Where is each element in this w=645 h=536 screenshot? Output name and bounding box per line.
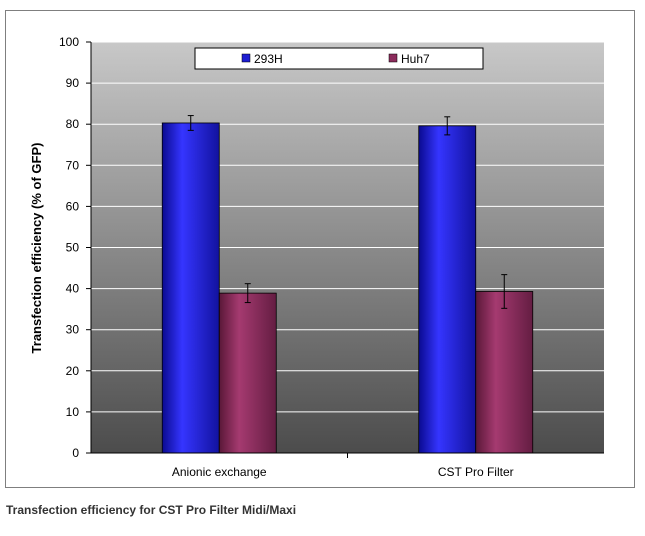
y-tick-label: 80 [66,117,80,131]
bar-chart: 0 10 20 30 40 50 60 70 80 90 100 Anionic exchange C… [29,35,604,479]
bars [161,122,534,454]
y-tick-label: 50 [66,241,80,255]
y-tick-label: 10 [66,405,80,419]
y-tick-label: 60 [66,199,80,213]
category-label: Anionic exchange [172,465,267,479]
y-tick-label: 20 [66,364,80,378]
legend-swatch-293h [241,53,251,63]
y-tick-label: 100 [59,35,79,49]
bar-293h-1 [418,125,477,454]
y-tick-label: 90 [66,76,80,90]
bar-huh7-0 [218,292,277,454]
legend-label-huh7: Huh7 [401,52,430,66]
y-tick-label: 30 [66,323,80,337]
category-label: CST Pro Filter [438,465,514,479]
y-axis-label: Transfection efficiency (% of GFP) [29,143,44,354]
y-tick-label: 70 [66,158,80,172]
y-tick-labels: 0 10 20 30 40 50 60 70 80 90 100 [59,35,79,460]
legend-swatch-huh7 [388,53,398,63]
y-tick-label: 0 [72,446,79,460]
category-labels: Anionic exchange CST Pro Filter [172,453,514,479]
figure-caption: Transfection efficiency for CST Pro Filt… [6,503,297,517]
legend-label-293h: 293H [254,52,283,66]
bar-huh7-1 [475,291,534,454]
error-bars [187,115,508,309]
bar-293h-0 [161,122,220,454]
legend: 293H Huh7 [194,47,484,70]
y-tick-label: 40 [66,282,80,296]
legend-box [194,47,484,70]
